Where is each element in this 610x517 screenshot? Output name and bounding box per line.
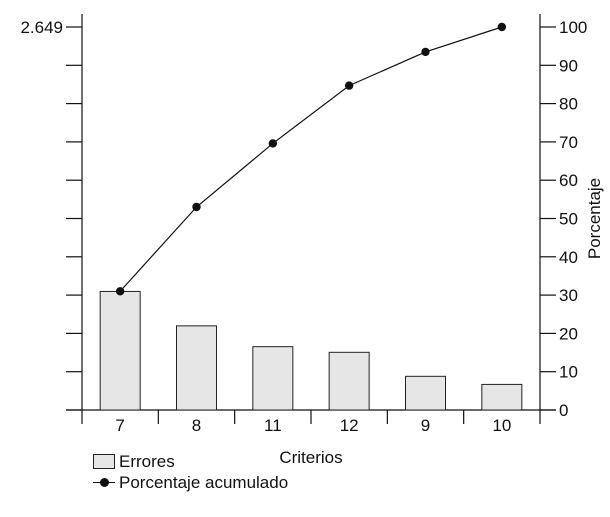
- x-axis-tick-label: 12: [340, 416, 359, 435]
- right-axis-tick-label: 100: [559, 18, 587, 37]
- left-axis-top-label: 2.649: [20, 18, 63, 37]
- cumulative-line: [119, 26, 503, 292]
- x-axis-tick-label: 7: [115, 416, 124, 435]
- legend-line-label: Porcentaje acumulado: [119, 473, 289, 492]
- legend-line-marker: [93, 475, 115, 490]
- legend: Errores Porcentaje acumulado: [93, 451, 288, 493]
- x-axis-tick-label: 8: [192, 416, 201, 435]
- right-axis-tick-label: 30: [559, 286, 578, 305]
- bar: [405, 375, 446, 411]
- right-axis-tick-label: 50: [559, 210, 578, 229]
- axes-layer: [66, 14, 556, 424]
- right-axis-tick-label: 40: [559, 248, 578, 267]
- x-axis-tick-label: 11: [264, 416, 282, 435]
- right-axis-title: Porcentaje: [585, 178, 604, 259]
- right-axis-tick-label: 90: [559, 56, 578, 75]
- cumulative-point: [344, 81, 354, 90]
- legend-bar-label: Errores: [119, 452, 175, 471]
- right-axis-tick-label: 20: [559, 324, 578, 343]
- cumulative-point: [497, 22, 507, 32]
- bar: [99, 290, 141, 411]
- legend-item-porcentaje: Porcentaje acumulado: [93, 472, 288, 493]
- labels-layer: 2.649 0 10 20 30 40 50 60 70 80 90 100 7 8 11 12 9 10 Crit…: [20, 18, 604, 467]
- legend-bar-swatch: [93, 454, 115, 469]
- cumulative-point: [115, 287, 125, 296]
- right-axis-tick-label: 80: [559, 95, 578, 114]
- right-axis-tick-label: 0: [559, 401, 568, 420]
- right-axis-tick-label: 60: [559, 171, 578, 190]
- bar: [481, 383, 523, 411]
- right-axis-tick-label: 70: [559, 133, 578, 152]
- x-axis-title: Criterios: [279, 448, 342, 467]
- x-axis-tick-label: 10: [492, 416, 511, 435]
- bar: [328, 351, 370, 411]
- cumulative-point: [421, 47, 430, 57]
- bars-layer: [99, 290, 523, 411]
- right-axis-tick-label: 10: [559, 363, 578, 382]
- bar: [252, 346, 294, 411]
- bar: [176, 325, 217, 411]
- legend-item-errores: Errores: [93, 451, 288, 472]
- x-axis-tick-label: 9: [421, 416, 430, 435]
- cumulative-line-layer: [115, 22, 507, 296]
- cumulative-point: [268, 139, 278, 148]
- cumulative-point: [192, 202, 201, 212]
